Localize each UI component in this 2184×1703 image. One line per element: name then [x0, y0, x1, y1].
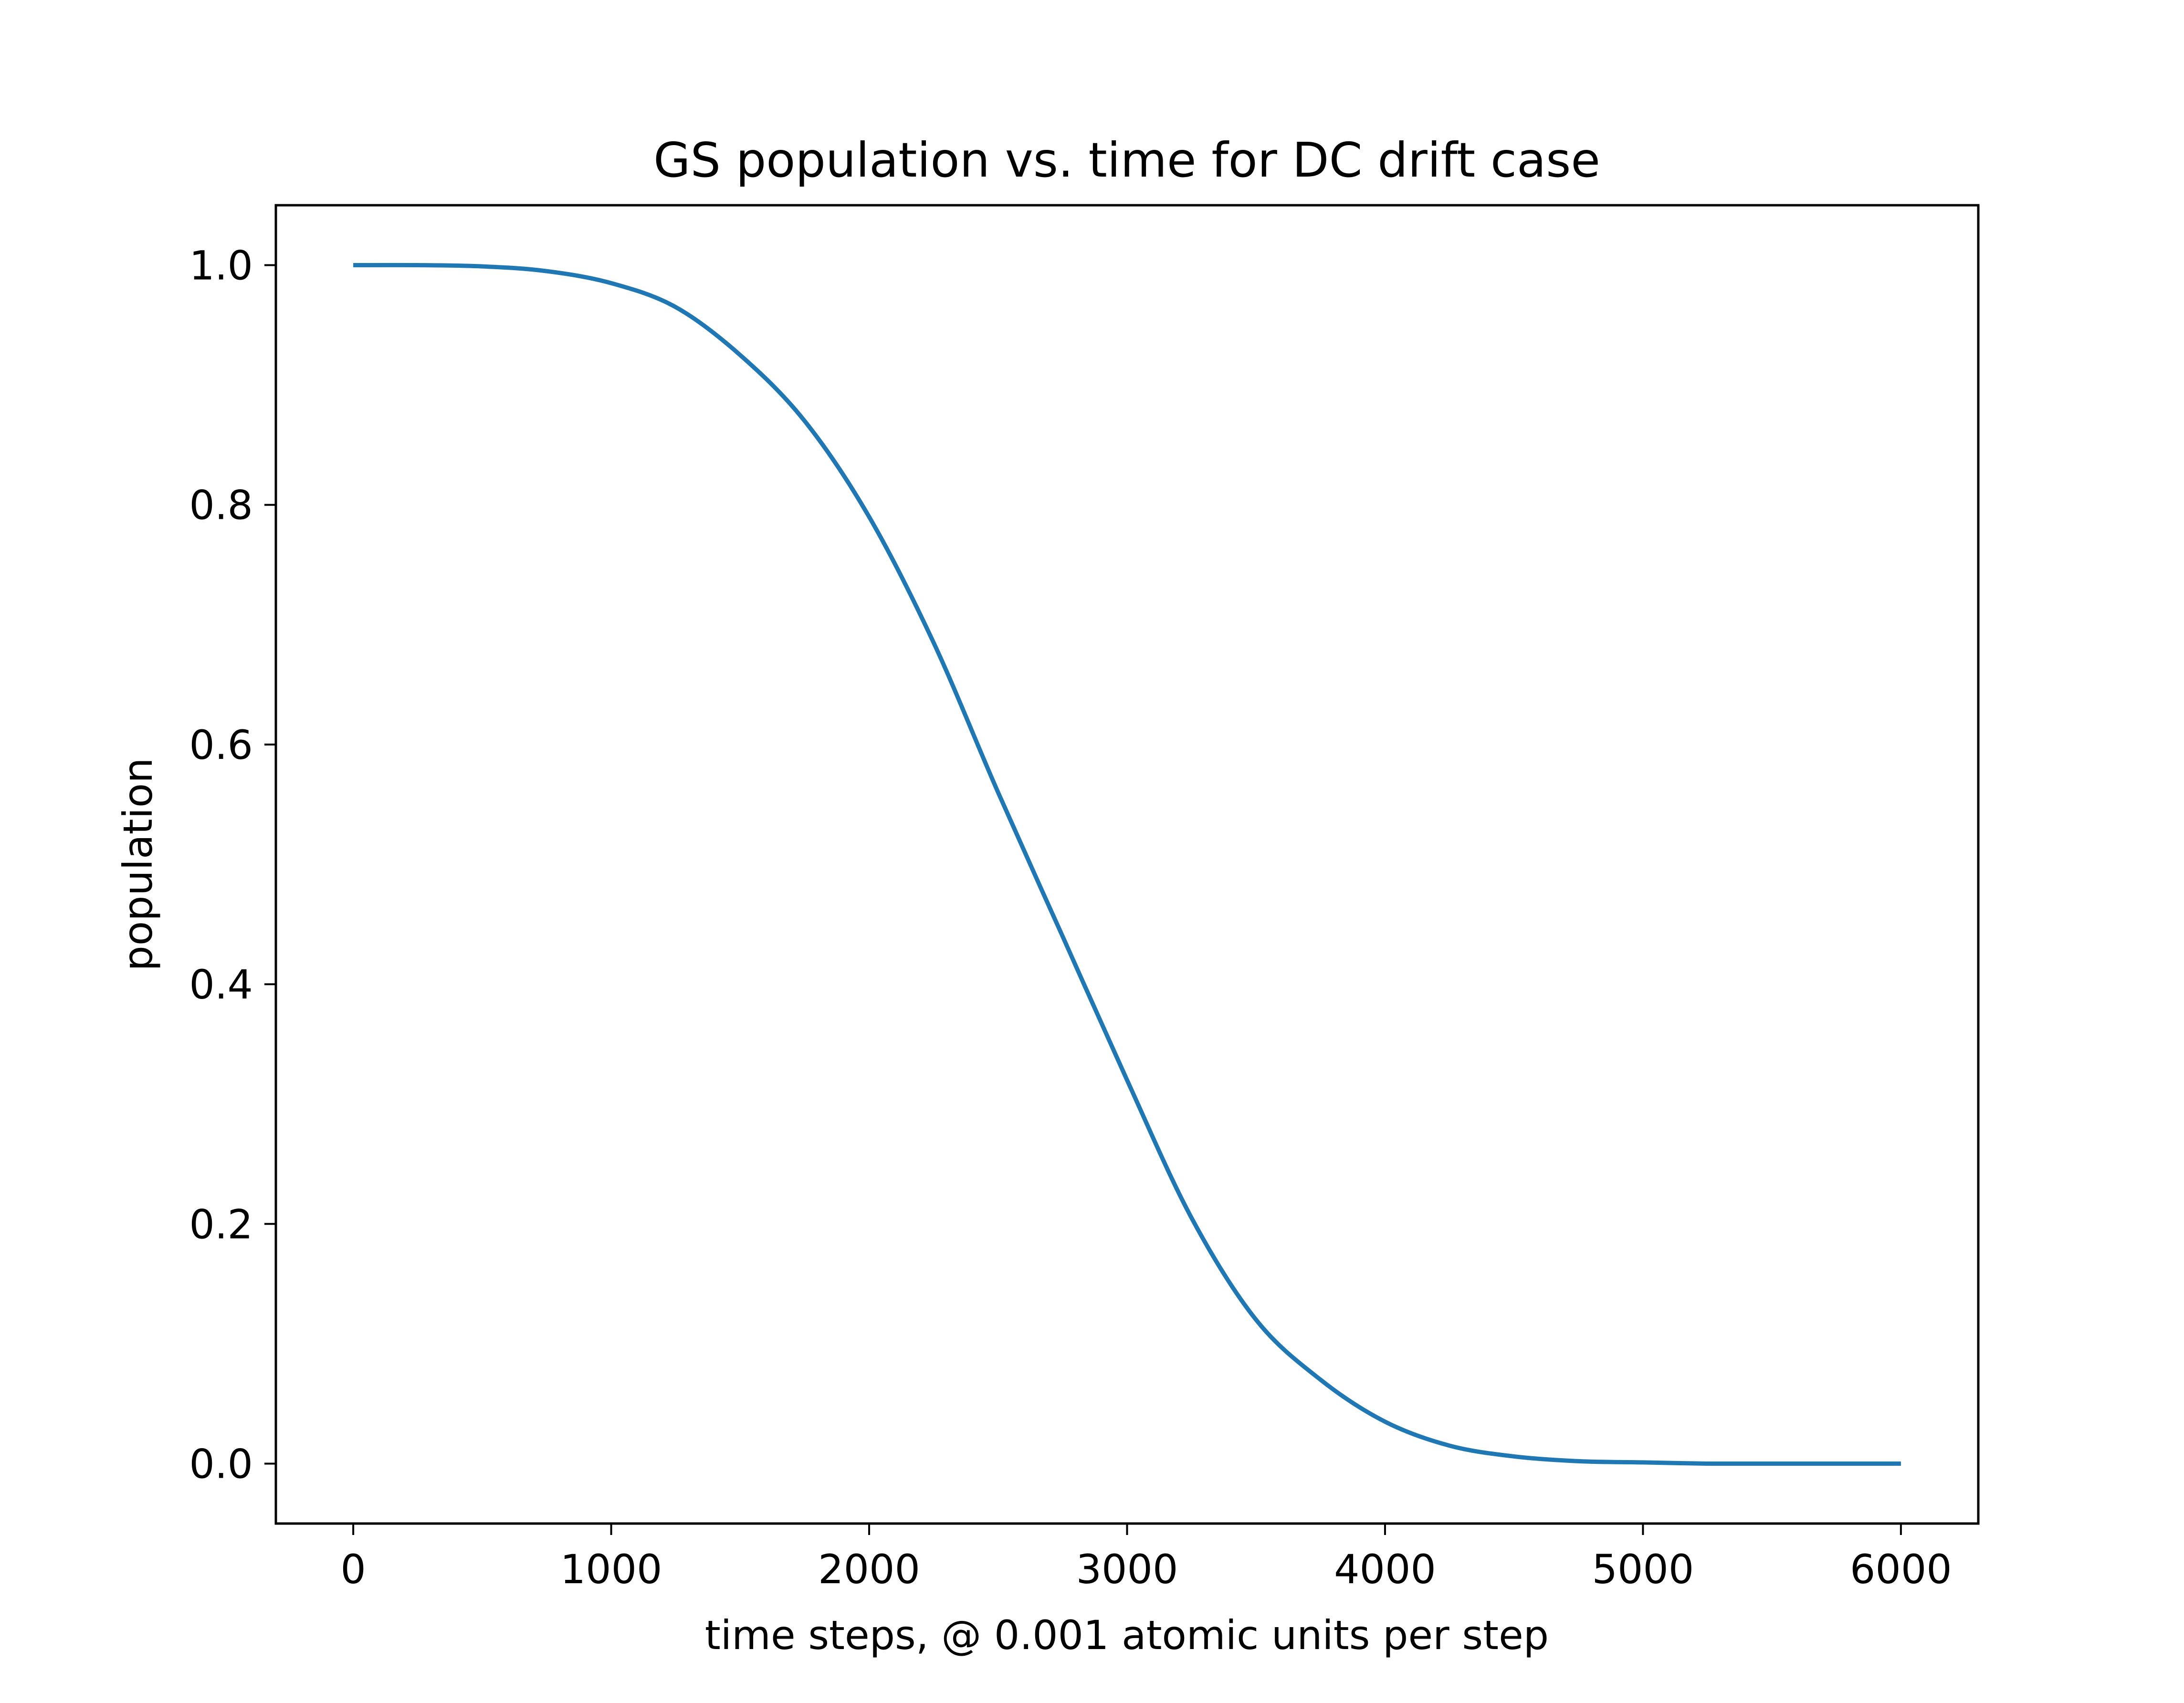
- y-tick-label: 1.0: [189, 242, 253, 289]
- x-tick-label: 5000: [1592, 1546, 1694, 1593]
- x-tick-label: 6000: [1850, 1546, 1952, 1593]
- x-axis-label: time steps, @ 0.001 atomic units per ste…: [705, 1612, 1549, 1659]
- x-tick-label: 3000: [1076, 1546, 1178, 1593]
- x-tick-label: 0: [340, 1546, 366, 1593]
- y-tick-label: 0.0: [189, 1440, 253, 1487]
- x-tick-label: 1000: [560, 1546, 662, 1593]
- axes-frame: [274, 204, 1980, 1525]
- series-line-0: [353, 263, 1901, 1466]
- y-tick-label: 0.8: [189, 482, 253, 529]
- y-tick-label: 0.2: [189, 1201, 253, 1248]
- x-tick-label: 4000: [1334, 1546, 1436, 1593]
- y-axis-label: population: [115, 758, 161, 971]
- y-tick-label: 0.4: [189, 961, 253, 1008]
- plot-area: [353, 263, 1901, 1466]
- axis-ticks: 0 1000 2000 3000 4000 5000 6000 0.0 0.2 0.4 0.6 0.8…: [189, 242, 1952, 1593]
- y-tick-label: 0.6: [189, 722, 253, 768]
- chart-title: GS population vs. time for DC drift case: [653, 132, 1600, 188]
- x-tick-label: 2000: [818, 1546, 920, 1593]
